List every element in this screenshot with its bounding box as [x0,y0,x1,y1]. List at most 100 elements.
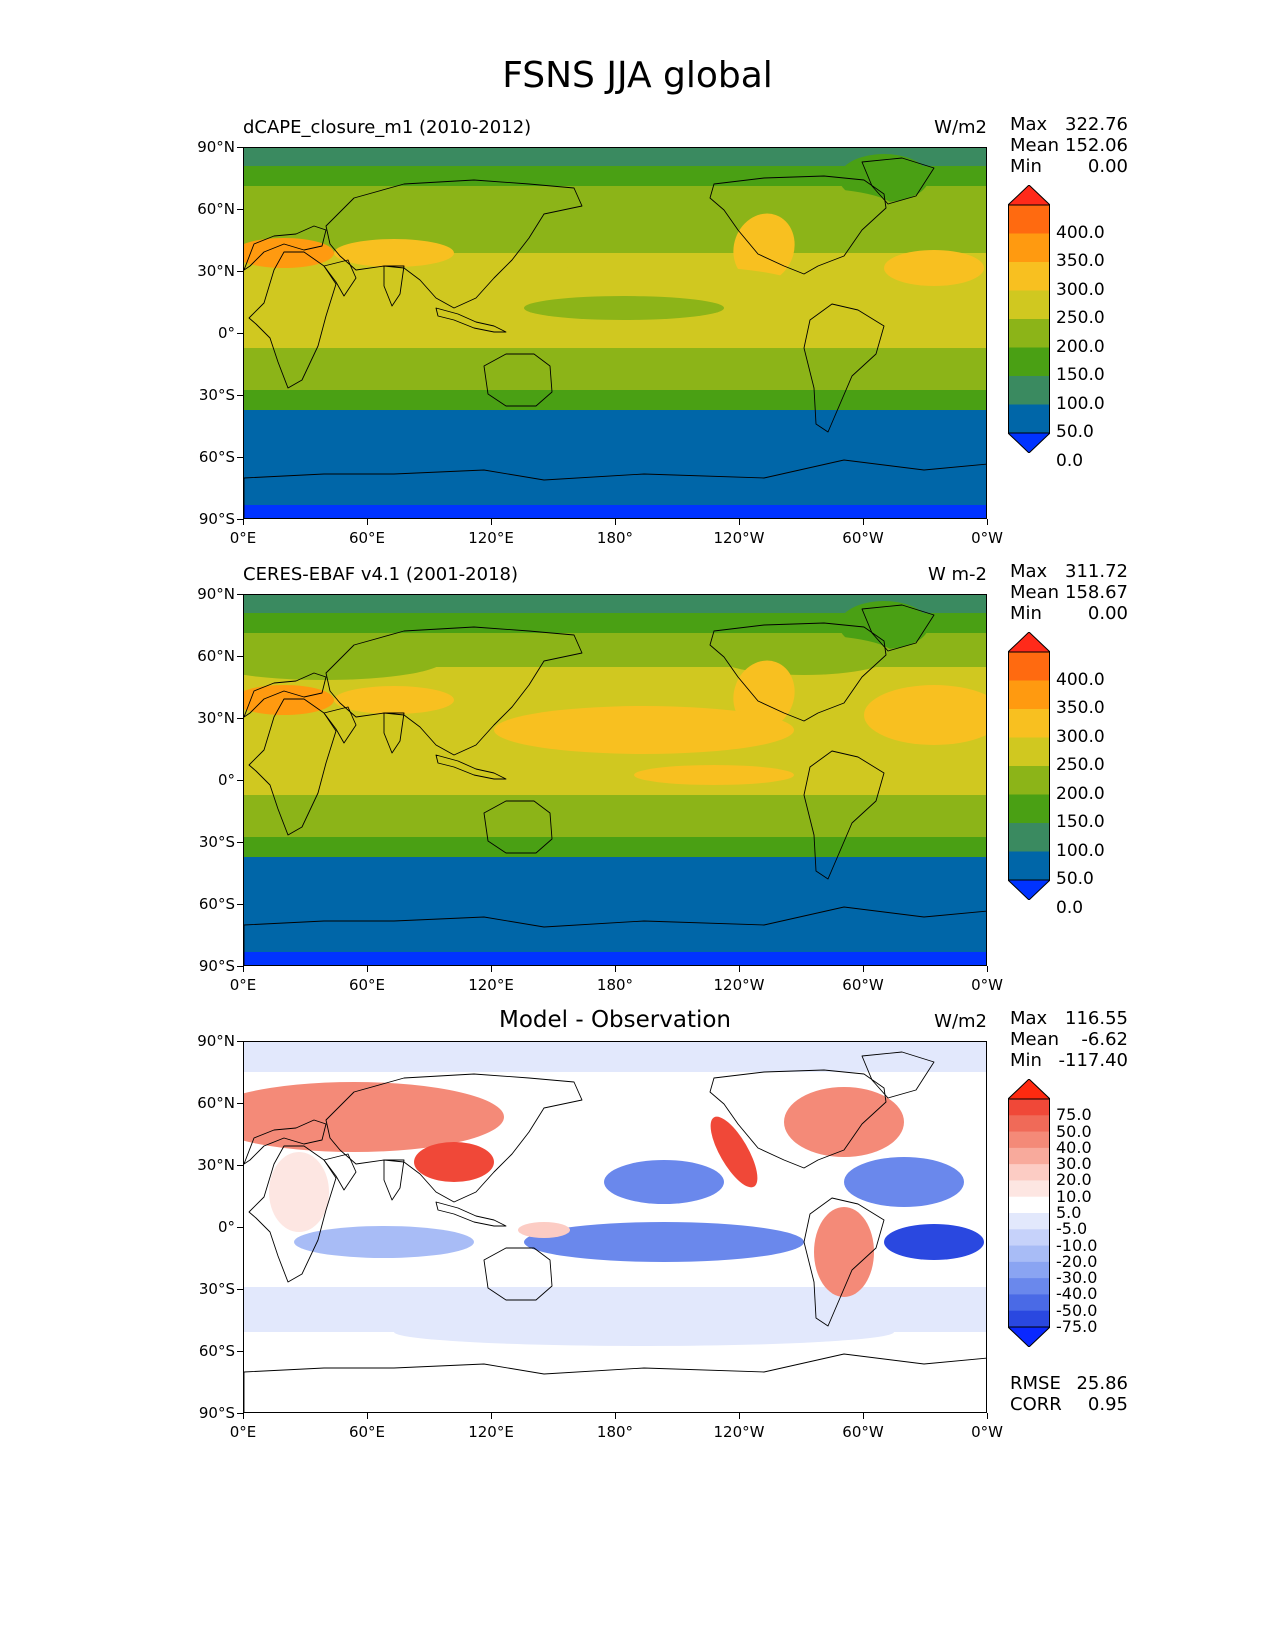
stat-min-label: Min [1010,603,1042,624]
colorbar-frame [1008,204,1050,434]
field-north-atlantic-high [864,685,986,745]
colorbar-frame [1008,1098,1050,1328]
diff-north-pacific-cool [604,1160,724,1204]
stat-rmse-value: 25.86 [1076,1373,1128,1394]
field-canada-mid [714,188,894,228]
colorbar-tick-label: 50.0 [1056,422,1094,442]
coastline-arabia-india [323,1153,357,1191]
coastline-australia [483,1247,553,1301]
colorbar-extend-max [1006,1078,1052,1100]
colorbar-segment [1008,1229,1050,1247]
colorbar-segment [1008,794,1050,824]
y-tick-mark [237,1227,243,1228]
y-tick-mark [237,966,243,967]
y-tick-mark [237,333,243,334]
colorbar-1 [1006,184,1052,454]
y-tick-mark [237,842,243,843]
diff-indian-ocean-cool [294,1226,474,1258]
diff-africa-mixed [269,1152,329,1232]
field-band-southern-ocean [244,857,986,952]
y-tick-mark [237,656,243,657]
colorbar-extend-max [1006,631,1052,653]
figure-title: FSNS JJA global [502,55,773,96]
colorbar-tick-label: 40.0 [1056,1137,1092,1157]
x-tick-mark [491,519,492,525]
colorbar-segment [1008,851,1050,881]
x-tick-mark [987,1413,988,1419]
colorbar-segment [1008,205,1050,234]
stat-min-label: Min [1010,1050,1042,1071]
x-tick-mark [739,966,740,972]
x-tick-mark [491,1413,492,1419]
x-tick-label: 180° [596,1423,634,1441]
colorbar-tick-label: 200.0 [1056,783,1105,804]
field-band-arctic [244,148,986,166]
map-panel-1 [243,147,987,519]
coastline-south-america [803,303,885,433]
map-panel-2 [243,594,987,966]
colorbar-segment [1008,709,1050,738]
x-tick-label: 60°E [348,529,386,547]
coastline-south-america [803,1197,885,1327]
colorbar-segment [1008,1180,1050,1198]
x-tick-label: 60°W [842,529,884,547]
coastline-greenland [861,157,935,205]
y-tick-label: 60°S [198,1342,235,1360]
x-tick-label: 180° [596,529,634,547]
colorbar-segment [1008,262,1050,291]
coastline-india [383,1159,405,1201]
stat-mean-value: -6.62 [1081,1029,1128,1050]
colorbar-tick-label: 5.0 [1056,1203,1082,1222]
colorbar-extend-min [1006,432,1052,454]
x-tick-label: 120°E [468,976,514,994]
x-tick-mark [863,519,864,525]
colorbar-segment [1008,1131,1050,1149]
field-band-subarctic [244,166,986,186]
colorbar-3 [1006,1078,1052,1348]
colorbar-svg [1006,631,1052,901]
x-tick-label: 120°E [468,529,514,547]
coastline-africa [248,698,337,836]
field-band-mid-sh [244,837,986,857]
colorbar-tick-label: 30.0 [1056,1154,1092,1174]
diff-north-america-warm [784,1087,904,1157]
y-tick-label: 30°N [197,709,235,727]
y-tick-mark [237,594,243,595]
y-tick-label: 90°S [198,510,235,528]
x-tick-label: 60°W [842,976,884,994]
panel-units: W/m2 [934,1011,987,1032]
colorbar-tick-label: -5.0 [1056,1219,1088,1239]
field-south-pacific-mid [524,800,844,830]
colorbar-segment [1008,766,1050,795]
diff-south-pacific-cool [524,1222,804,1262]
stat-corr-value: 0.95 [1087,1394,1128,1415]
x-tick-mark [367,1413,368,1419]
x-tick-mark [615,519,616,525]
colorbar-tick-label: 50.0 [1056,869,1094,889]
x-tick-label: 0°E [229,529,257,547]
stat-max-label: Max [1010,1008,1048,1029]
x-tick-mark [615,1413,616,1419]
y-tick-label: 90°S [198,957,235,975]
stat-max-label: Max [1010,561,1048,582]
map-field [244,1042,986,1412]
y-tick-label: 0° [217,771,235,789]
diff-arctic [244,1042,986,1072]
stat-max-value: 311.72 [1065,561,1128,582]
y-tick-label: 0° [217,1218,235,1236]
coastline-asia [325,1073,583,1203]
colorbar-tick-label: 250.0 [1056,755,1105,775]
colorbar-segment [1008,376,1050,405]
x-tick-label: 180° [596,976,634,994]
x-tick-label: 120°E [468,1423,514,1441]
x-tick-label: 0°W [971,1423,1003,1441]
diff-andes-warm [814,1207,874,1297]
x-tick-label: 120°W [713,529,765,547]
field-south-pacific-mid [524,353,844,383]
colorbar-svg [1006,184,1052,454]
field-sahara-high [244,685,334,715]
colorbar-segment [1008,319,1050,348]
coastline-europe [244,672,327,718]
colorbar-segment [1008,347,1050,377]
coastline-arabia-india [323,706,357,744]
